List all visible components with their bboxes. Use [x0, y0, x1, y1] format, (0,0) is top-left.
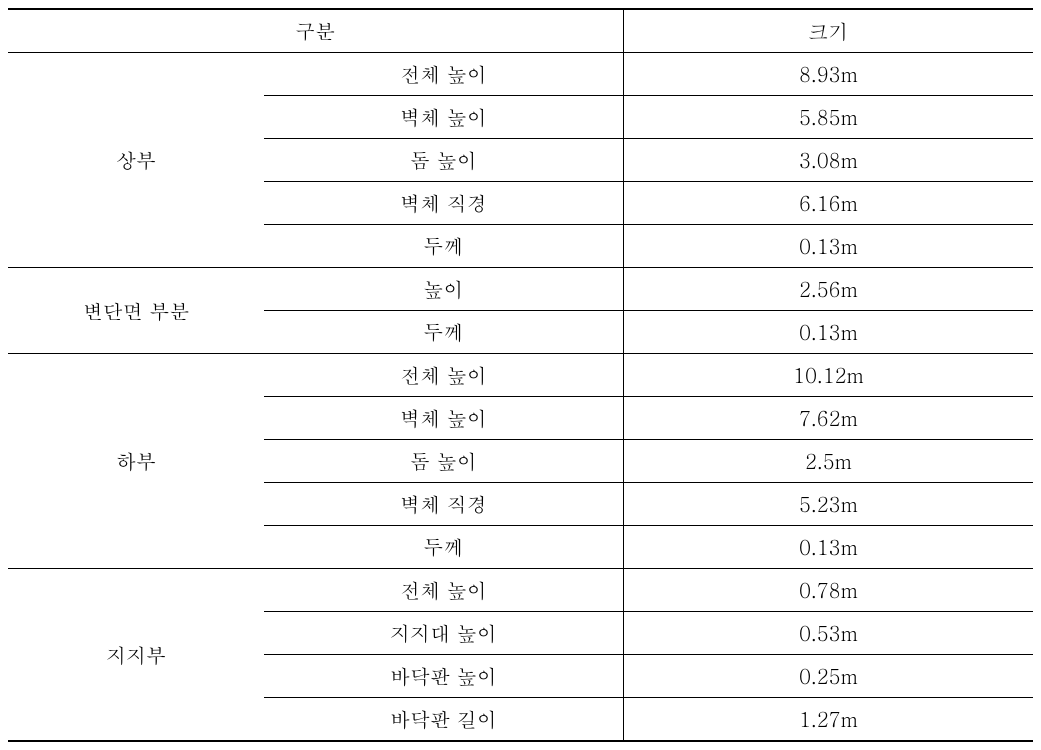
attr-cell: 두께 [264, 311, 623, 354]
value-cell: 5.23m [623, 483, 1033, 526]
value-cell: 0.53m [623, 612, 1033, 655]
group-name-cell: 지지부 [8, 569, 264, 742]
value-cell: 0.25m [623, 655, 1033, 698]
table-body: 상부 전체 높이 8.93m 벽체 높이 5.85m 돔 높이 3.08m 벽체… [8, 53, 1033, 742]
header-size: 크기 [623, 9, 1033, 53]
value-cell: 2.5m [623, 440, 1033, 483]
value-cell: 10.12m [623, 354, 1033, 397]
attr-cell: 높이 [264, 268, 623, 311]
attr-cell: 벽체 직경 [264, 182, 623, 225]
value-cell: 0.13m [623, 311, 1033, 354]
attr-cell: 지지대 높이 [264, 612, 623, 655]
value-cell: 5.85m [623, 96, 1033, 139]
table-row: 하부 전체 높이 10.12m [8, 354, 1033, 397]
attr-cell: 벽체 높이 [264, 96, 623, 139]
group-name-cell: 변단면 부분 [8, 268, 264, 354]
table-row: 변단면 부분 높이 2.56m [8, 268, 1033, 311]
attr-cell: 바닥판 길이 [264, 698, 623, 742]
value-cell: 0.13m [623, 225, 1033, 268]
attr-cell: 바닥판 높이 [264, 655, 623, 698]
group-name-cell: 상부 [8, 53, 264, 268]
header-category: 구분 [8, 9, 623, 53]
attr-cell: 전체 높이 [264, 354, 623, 397]
attr-cell: 전체 높이 [264, 569, 623, 612]
value-cell: 6.16m [623, 182, 1033, 225]
attr-cell: 벽체 직경 [264, 483, 623, 526]
dimensions-table: 구분 크기 상부 전체 높이 8.93m 벽체 높이 5.85m 돔 높이 3.… [8, 8, 1033, 742]
group-name-cell: 하부 [8, 354, 264, 569]
attr-cell: 두께 [264, 225, 623, 268]
value-cell: 0.78m [623, 569, 1033, 612]
attr-cell: 두께 [264, 526, 623, 569]
attr-cell: 돔 높이 [264, 440, 623, 483]
table-row: 상부 전체 높이 8.93m [8, 53, 1033, 96]
value-cell: 8.93m [623, 53, 1033, 96]
attr-cell: 돔 높이 [264, 139, 623, 182]
value-cell: 7.62m [623, 397, 1033, 440]
value-cell: 3.08m [623, 139, 1033, 182]
table-row: 지지부 전체 높이 0.78m [8, 569, 1033, 612]
attr-cell: 벽체 높이 [264, 397, 623, 440]
attr-cell: 전체 높이 [264, 53, 623, 96]
value-cell: 0.13m [623, 526, 1033, 569]
value-cell: 1.27m [623, 698, 1033, 742]
table-header-row: 구분 크기 [8, 9, 1033, 53]
value-cell: 2.56m [623, 268, 1033, 311]
